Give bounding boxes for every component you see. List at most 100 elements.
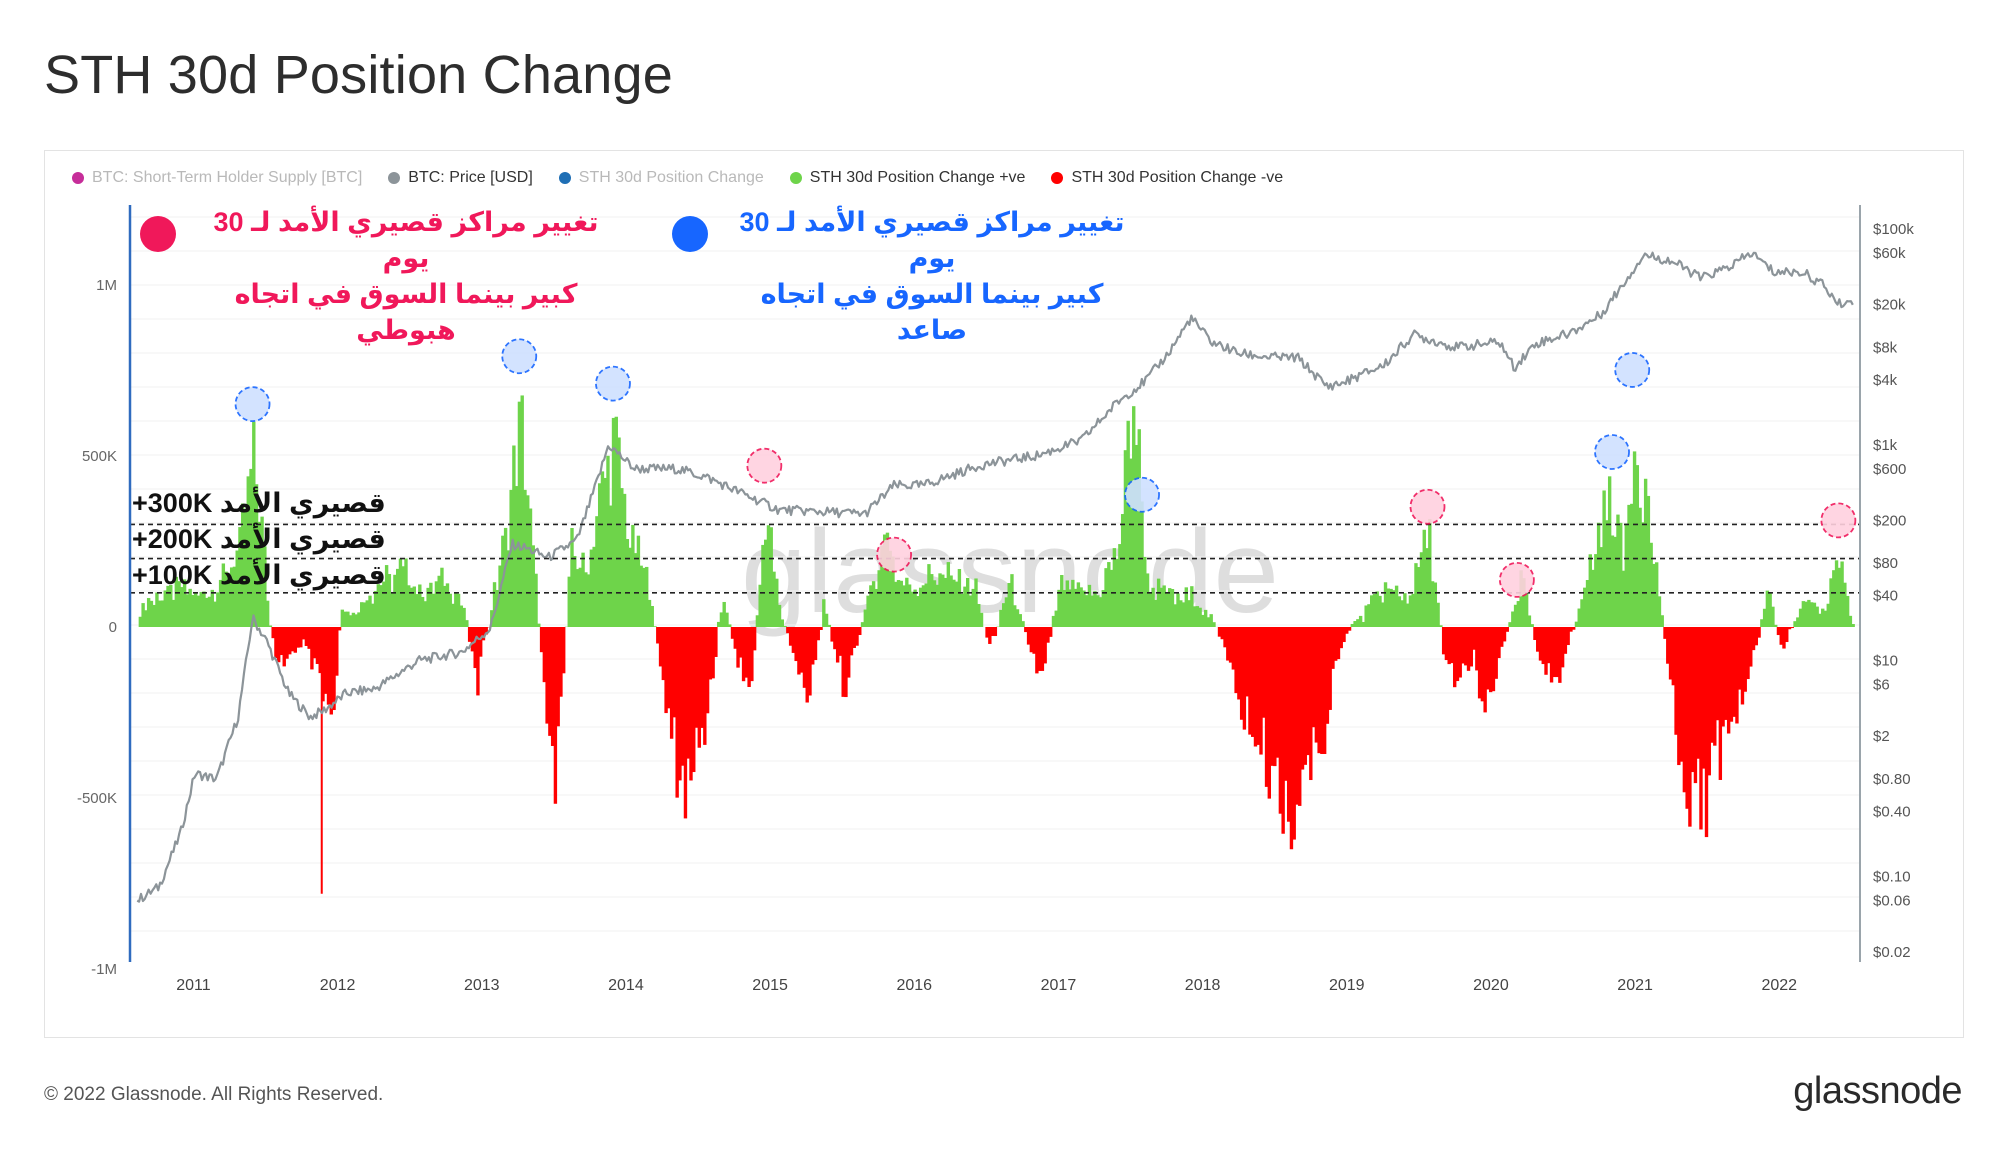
bar-positive [1796,617,1800,627]
bar-negative [296,627,300,648]
bar-positive [149,600,154,627]
x-tick-label: 2018 [1185,977,1221,994]
legend-item-position-change[interactable]: STH 30d Position Change [558,169,764,187]
bar-positive [1804,601,1808,627]
bar-positive [1660,615,1664,627]
bar-negative [1309,627,1313,781]
bar-negative [1666,627,1670,664]
bar-positive [913,589,917,627]
bar-positive [1419,552,1424,627]
bar-positive [1084,595,1089,627]
bar-positive [1425,548,1429,627]
bar-positive [645,566,649,627]
bar-positive [1054,610,1058,627]
bar-negative [855,627,859,646]
bar-positive [193,592,198,627]
bar-positive [1837,567,1842,627]
bar-positive [653,626,657,627]
bar-positive [597,483,602,627]
bar-positive [932,580,937,627]
bearish-marker-icon [140,216,176,252]
bar-negative [692,627,696,773]
right-tick-label: $60k [1873,245,1906,262]
legend-item-sth-supply[interactable]: BTC: Short-Term Holder Supply [BTC] [72,169,362,187]
bar-positive [1134,444,1139,627]
bar-positive [241,503,245,627]
bar-positive [1621,570,1626,627]
bar-negative [1688,627,1692,827]
bar-positive [966,577,970,627]
right-tick-label: $20k [1873,296,1906,313]
bar-negative [307,627,311,649]
legend-item-positive[interactable]: STH 30d Position Change +ve [789,169,1025,187]
bar-positive [155,592,159,627]
bar-negative [1306,627,1310,756]
bar-positive [238,527,242,627]
bar-positive [249,468,253,627]
bar-positive [885,532,890,627]
bar-positive [954,581,959,627]
bar-positive [409,587,414,627]
bar-negative [752,627,757,651]
bar-negative [1286,627,1291,822]
bar-negative [993,627,998,637]
bar-negative [705,627,710,714]
bar-positive [766,525,771,627]
bar-positive [1209,614,1213,627]
bar-positive [1057,589,1061,627]
bar-positive [1060,575,1064,627]
bar-positive [1845,595,1850,627]
bar-negative [739,627,743,658]
bar-negative [1464,627,1468,666]
bar-negative [658,627,663,667]
bar-positive [905,577,909,627]
bar-positive [1068,589,1072,627]
bar-positive [534,573,538,627]
bar-positive [1051,615,1056,627]
bar-positive [227,575,231,627]
bar-positive [440,567,444,627]
bar-positive [351,612,356,627]
bar-positive [1165,592,1169,627]
bar-positive [354,614,358,627]
bar-negative [1488,627,1493,693]
right-tick-label: $6 [1873,677,1890,694]
bar-positive [1516,601,1521,627]
bar-positive [1212,622,1216,627]
bar-positive [1771,606,1775,627]
bar-negative [714,627,718,657]
bar-negative [791,627,796,653]
bar-negative [1732,627,1736,717]
bar-positive [166,585,170,627]
bar-positive [373,591,378,627]
bar-negative [550,627,555,746]
bar-negative [542,627,547,683]
bar-positive [243,510,248,627]
bar-positive [941,574,945,627]
bar-positive [202,591,206,627]
bar-positive [456,593,461,627]
price-line [136,251,1854,903]
legend-item-btc-price[interactable]: BTC: Price [USD] [388,169,533,187]
bullish-annotation-line-2: كبير بينما السوق في اتجاه صاعد [760,279,1104,345]
bar-positive [1655,562,1659,627]
bar-positive [1173,604,1177,627]
bar-positive [451,603,455,627]
bar-positive [1848,615,1853,627]
bar-positive [1577,608,1581,627]
bar-positive [141,603,145,627]
x-tick-label: 2020 [1473,977,1509,994]
bar-positive [946,562,951,627]
x-tick-label: 2017 [1041,977,1077,994]
bar-positive [1433,582,1438,627]
bar-negative [1328,627,1332,710]
bar-positive [764,539,768,627]
bar-negative [1704,627,1709,838]
bar-positive [1583,587,1587,627]
bar-positive [346,611,350,627]
bar-negative [1699,627,1703,830]
bar-positive [578,567,582,627]
bar-positive [188,588,192,627]
bar-negative [1682,627,1687,793]
legend-item-negative[interactable]: STH 30d Position Change -ve [1051,169,1283,187]
